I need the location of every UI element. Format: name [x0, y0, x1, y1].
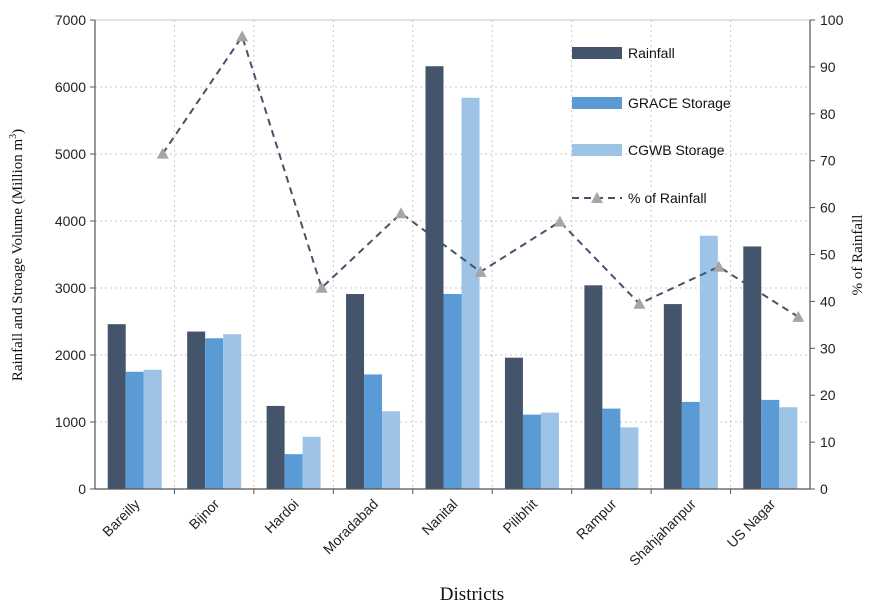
x-tick-label: Bareilly: [99, 496, 143, 540]
bar-grace-storage-7: [681, 401, 700, 489]
bar-cgwb-storage-4: [461, 97, 480, 489]
legend: Rainfall GRACE Storage CGWB Storage % of Ra…: [572, 45, 731, 206]
bar-grace-storage-0: [125, 371, 144, 489]
y-tick-label: 5000: [55, 146, 86, 162]
percent-line: [156, 30, 805, 322]
legend-label-2: CGWB Storage: [628, 142, 725, 158]
y-tick-label: 2000: [55, 347, 86, 363]
bar-rainfall-6: [584, 285, 603, 489]
bar-rainfall-5: [504, 357, 523, 489]
bar-grace-storage-8: [761, 399, 780, 489]
bar-rainfall-0: [107, 324, 126, 489]
y2-tick-label: 70: [820, 153, 836, 169]
percent-marker-0: [156, 147, 169, 159]
x-tick-label: US Nagar: [724, 496, 779, 551]
gridlines: [95, 19, 810, 489]
y-axis-title-main: Rainfall and Stroage Volume (Million m: [10, 139, 26, 382]
y-axis-title: Rainfall and Stroage Volume (Million m3): [8, 129, 26, 381]
legend-swatch-2: [572, 144, 622, 156]
percent-marker-2: [315, 281, 328, 293]
percent-marker-6: [633, 297, 646, 309]
x-tick-label: Rampur: [573, 496, 620, 543]
percent-marker-1: [236, 30, 249, 42]
y2-tick-label: 60: [820, 200, 836, 216]
legend-swatch-1: [572, 97, 622, 109]
y2-tick-label: 40: [820, 293, 836, 309]
bar-cgwb-storage-2: [302, 436, 321, 489]
bar-cgwb-storage-3: [382, 411, 401, 489]
bar-marks: [107, 66, 798, 489]
x-tick-label: Moradabad: [320, 496, 381, 557]
bar-cgwb-storage-7: [699, 235, 718, 489]
legend-marker-3: [591, 192, 603, 203]
x-tick-label: Pilibhit: [500, 496, 541, 537]
bar-cgwb-storage-5: [540, 412, 559, 489]
x-axis-title: Districts: [440, 584, 504, 604]
percent-marker-4: [474, 265, 487, 277]
legend-label-1: GRACE Storage: [628, 95, 731, 111]
bar-cgwb-storage-0: [143, 369, 162, 489]
bar-grace-storage-2: [284, 454, 303, 489]
bar-grace-storage-6: [602, 408, 621, 489]
y2-tick-label: 80: [820, 106, 836, 122]
legend-label-3: % of Rainfall: [628, 190, 707, 206]
percent-marker-7: [712, 260, 725, 272]
y-tick-label: 1000: [55, 414, 86, 430]
percent-marker-5: [553, 215, 566, 227]
x-tick-label: Nanital: [418, 496, 460, 538]
bar-grace-storage-5: [522, 414, 541, 489]
y-tick-label: 6000: [55, 79, 86, 95]
y2-tick-label: 90: [820, 59, 836, 75]
bar-grace-storage-4: [443, 294, 462, 489]
y-axis-title-close: ): [10, 129, 26, 134]
y-axis-title-superscript: 3: [8, 134, 19, 139]
bar-cgwb-storage-8: [779, 407, 798, 489]
y-tick-label: 7000: [55, 12, 86, 28]
bar-rainfall-7: [663, 304, 682, 489]
bar-rainfall-2: [266, 405, 285, 489]
bar-grace-storage-1: [205, 338, 224, 489]
axes: [90, 19, 815, 494]
y2-tick-label: 10: [820, 434, 836, 450]
y2-tick-label: 20: [820, 387, 836, 403]
legend-swatch-0: [572, 47, 622, 59]
bar-cgwb-storage-6: [620, 427, 639, 489]
x-tick-label: Bijnor: [186, 496, 223, 533]
legend-label-0: Rainfall: [628, 45, 675, 61]
y2-axis-title: % of Rainfall: [850, 215, 866, 296]
y2-tick-label: 0: [820, 481, 828, 497]
percent-marker-3: [395, 207, 408, 219]
bar-rainfall-4: [425, 66, 444, 489]
bar-rainfall-8: [743, 246, 762, 489]
y2-tick-label: 50: [820, 247, 836, 263]
bar-cgwb-storage-1: [223, 334, 242, 489]
x-tick-label: Hardoi: [261, 496, 301, 536]
bar-rainfall-1: [187, 331, 206, 489]
bar-grace-storage-3: [364, 374, 383, 489]
x-tick-label: Shahjahanpur: [626, 496, 699, 569]
y-tick-label: 3000: [55, 280, 86, 296]
percent-marker-8: [792, 310, 805, 322]
y-tick-label: 4000: [55, 213, 86, 229]
y-tick-label: 0: [78, 481, 86, 497]
y2-tick-label: 100: [820, 12, 844, 28]
bar-rainfall-3: [346, 294, 365, 489]
y2-tick-label: 30: [820, 340, 836, 356]
